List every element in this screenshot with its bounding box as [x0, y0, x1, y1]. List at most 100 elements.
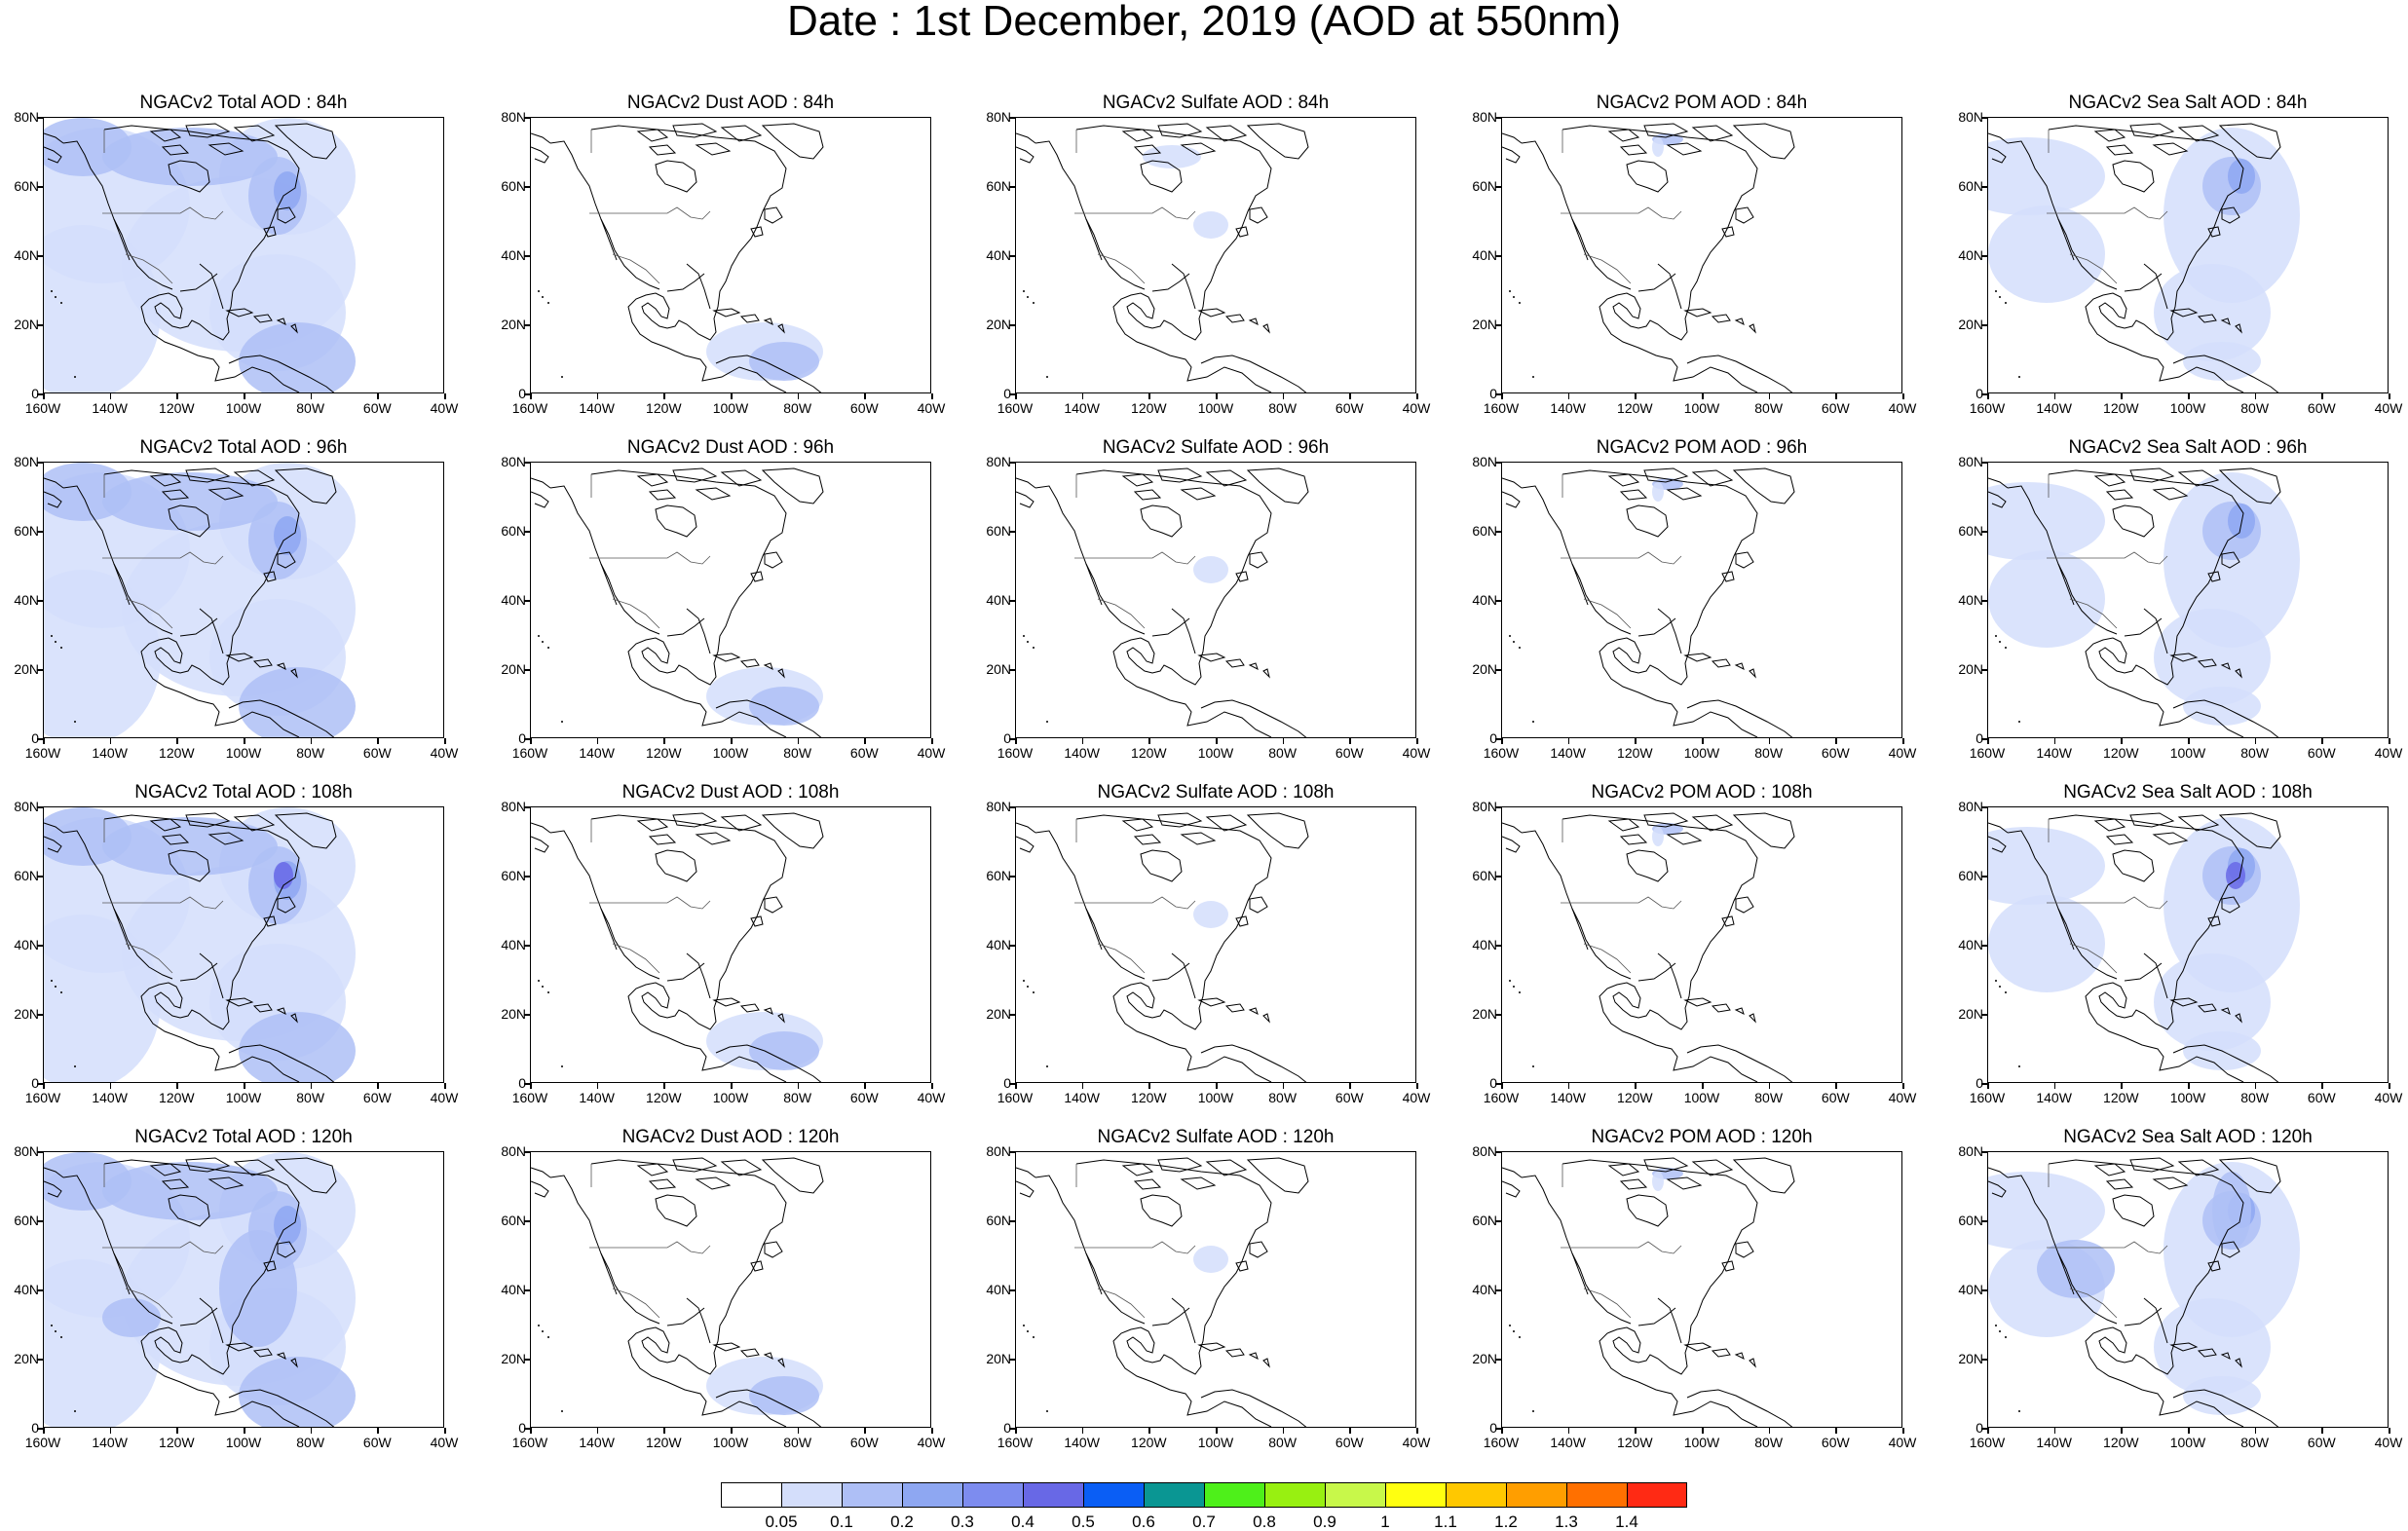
border-path [1561, 551, 1682, 565]
map-panel-pom-108h: NGACv2 POM AOD : 108h 80N 60N 40N 20N 0 160W 14… [1458, 781, 1945, 1122]
aod-shading [1652, 482, 1664, 502]
longitude-label: 40W [2374, 1435, 2403, 1450]
longitude-tick [43, 1083, 45, 1089]
coastline-path [1637, 1297, 1682, 1344]
coastlines [531, 1157, 824, 1427]
latitude-label: 0 [1975, 1075, 1983, 1091]
island-dot [1519, 647, 1521, 649]
coastline-path [600, 563, 618, 606]
latitude-tick [1981, 1220, 1987, 1222]
longitude-tick [2121, 1428, 2123, 1434]
latitude-label: 0 [1489, 730, 1497, 746]
coastline-path [600, 218, 618, 261]
map-canvas [1502, 1157, 1795, 1427]
latitude-tick [524, 1428, 530, 1430]
aod-shading [44, 463, 132, 521]
map-frame [1501, 117, 1902, 393]
latitude-label: 20N [986, 1351, 1011, 1366]
aod-shading [219, 1230, 297, 1347]
aod-shading [44, 118, 132, 176]
island-dot [1033, 647, 1035, 649]
longitude-label: 120W [159, 400, 195, 416]
aod-field [1988, 1162, 2300, 1415]
latitude-tick [1009, 186, 1015, 188]
island-dot [547, 1336, 549, 1338]
longitude-label: 120W [1131, 745, 1167, 761]
colorbar-swatch [962, 1482, 1023, 1508]
coastline-path [655, 1194, 697, 1227]
longitude-label: 100W [1683, 745, 1720, 761]
longitude-tick [1015, 1083, 1017, 1089]
latitude-tick [1981, 531, 1987, 533]
colorbar-swatch [1325, 1482, 1385, 1508]
island-dot [1519, 302, 1521, 304]
coastline-path [531, 477, 551, 508]
map-panel-sulfate-108h: NGACv2 Sulfate AOD : 108h 80N 60N 40N 20N 0 16… [972, 781, 1459, 1122]
latitude-label: 20N [14, 661, 39, 677]
longitude-label: 80W [2240, 400, 2270, 416]
coastline-path [2169, 997, 2242, 1024]
coastline-path [1235, 206, 1268, 238]
coastlines [1988, 123, 2281, 392]
longitude-label: 140W [2036, 400, 2072, 416]
longitude-label: 100W [225, 745, 262, 761]
latitude-label: 80N [986, 109, 1011, 125]
coastline-path [666, 263, 711, 310]
longitude-label: 60W [1821, 400, 1850, 416]
latitude-label: 80N [14, 799, 39, 814]
latitude-tick [524, 393, 530, 395]
latitude-label: 40N [14, 592, 39, 608]
longitude-tick [1702, 738, 1704, 744]
coastline-path [1085, 1252, 1103, 1295]
aod-shading [1988, 482, 2105, 560]
island-dot [74, 1410, 76, 1412]
longitude-tick [1835, 1083, 1837, 1089]
longitude-tick [1635, 1428, 1637, 1434]
border-path [2047, 551, 2168, 565]
latitude-tick [524, 1289, 530, 1291]
latitude-tick [1009, 1151, 1015, 1153]
island-dot [1995, 1325, 1997, 1326]
coastline-path [103, 469, 300, 737]
coastline-path [2093, 1157, 2220, 1190]
longitude-tick [1768, 1083, 1771, 1089]
latitude-label: 80N [14, 454, 39, 469]
longitude-label: 60W [362, 1435, 392, 1450]
coastline-path [715, 1389, 822, 1427]
longitude-tick [444, 393, 446, 399]
longitude-tick [444, 1083, 446, 1089]
longitude-tick [1416, 1428, 1418, 1434]
longitude-label: 60W [2307, 745, 2336, 761]
longitude-tick [797, 1083, 800, 1089]
coastline-path [1607, 1157, 1734, 1190]
map-frame [1501, 806, 1902, 1083]
coastline-path [1732, 123, 1795, 160]
longitude-tick [1987, 1083, 1989, 1089]
map-canvas [531, 467, 824, 737]
longitude-label: 120W [1131, 400, 1167, 416]
latitude-tick [524, 255, 530, 257]
longitude-tick [2389, 393, 2390, 399]
island-dot [547, 991, 549, 993]
latitude-label: 40N [14, 247, 39, 263]
coastline-path [1607, 812, 1734, 845]
longitude-tick [2321, 1083, 2323, 1089]
latitude-label: 0 [518, 1075, 526, 1091]
longitude-tick [43, 1428, 45, 1434]
longitude-label: 40W [430, 400, 459, 416]
aod-colorbar: 0.05 0.1 0.2 0.3 0.4 0.5 0.6 0.7 0.8 0.9 1 1.1 1.2 1.… [721, 1482, 1687, 1531]
latitude-label: 60N [14, 523, 39, 539]
map-panel-seasalt-120h: NGACv2 Sea Salt AOD : 120h 80N 60N 40N 20N 0 1… [1944, 1126, 2408, 1467]
island-dot [1023, 635, 1025, 637]
map-canvas [1502, 123, 1795, 392]
island-dot [1509, 290, 1511, 292]
latitude-label: 80N [14, 1143, 39, 1159]
longitude-label: 100W [225, 1090, 262, 1105]
border-path [102, 551, 224, 565]
longitude-label: 160W [997, 745, 1034, 761]
border-path [102, 1241, 224, 1254]
longitude-label: 140W [1064, 745, 1100, 761]
coastline-path [761, 123, 824, 160]
coastlines [1016, 1157, 1309, 1427]
longitude-label: 40W [1402, 1090, 1431, 1105]
